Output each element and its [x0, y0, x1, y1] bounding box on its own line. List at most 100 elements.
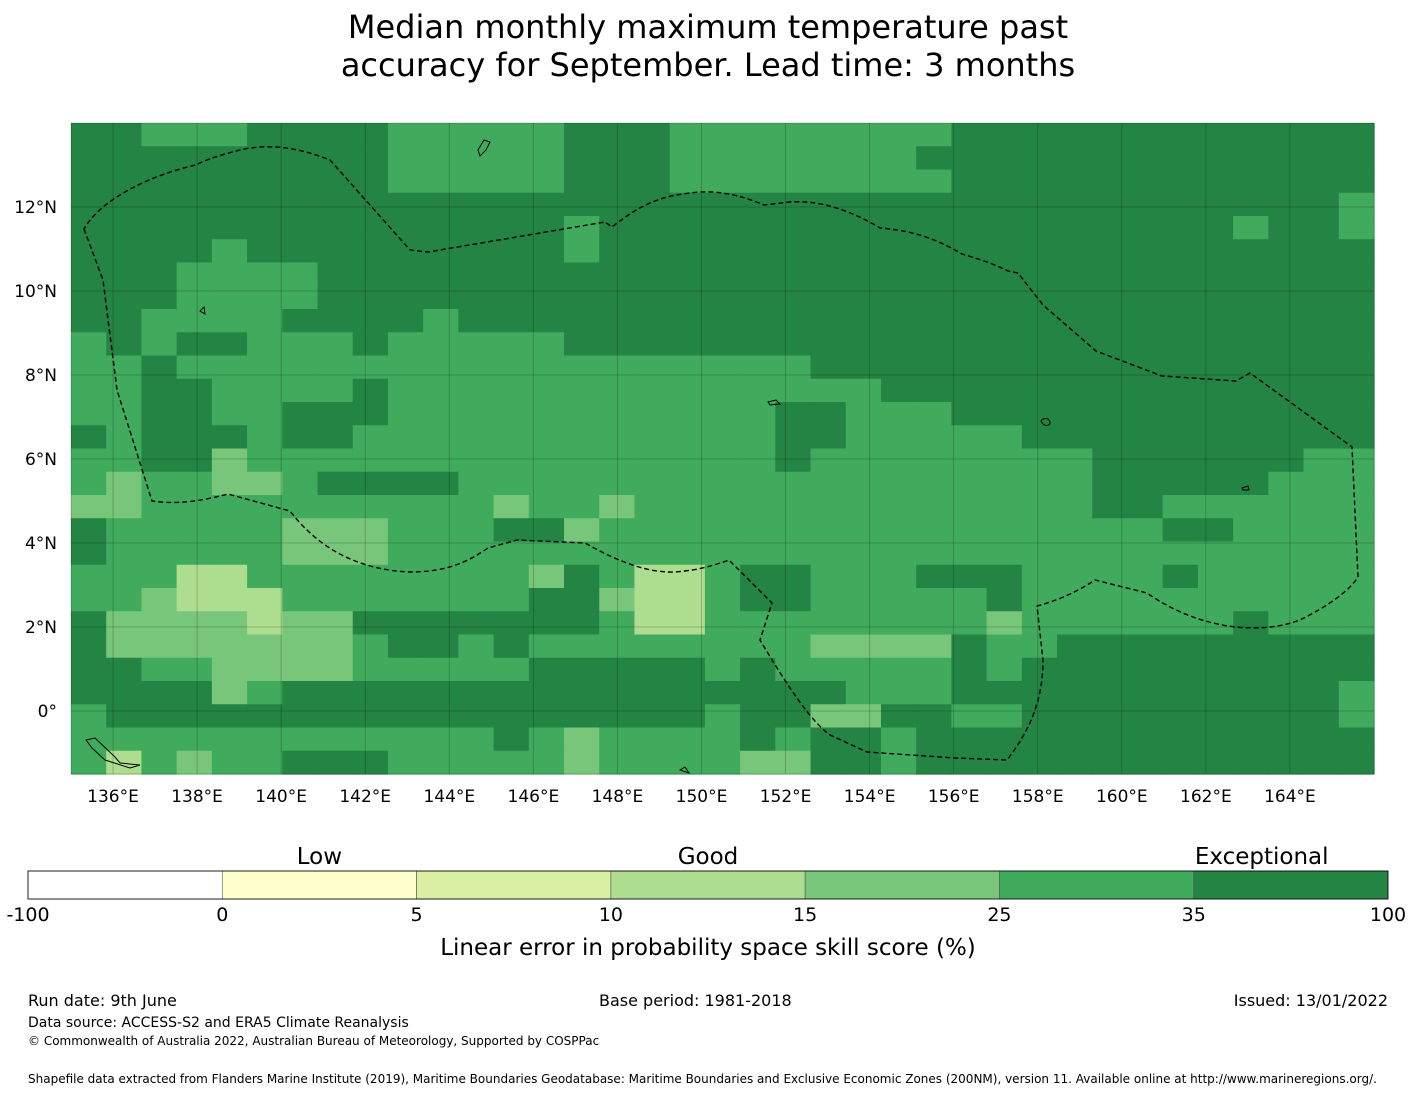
skill-cell: [458, 355, 495, 380]
skill-cell: [775, 123, 812, 147]
skill-cell: [247, 332, 283, 357]
skill-cell: [1303, 425, 1340, 450]
skill-cell: [634, 239, 671, 264]
skill-cell: [810, 355, 847, 380]
colorbar-label: Linear error in probability space skill …: [440, 935, 976, 961]
skill-cell: [282, 378, 319, 403]
skill-cell: [1057, 285, 1093, 310]
skill-cell: [845, 332, 882, 357]
skill-cell: [1021, 727, 1058, 752]
skill-cell: [106, 518, 143, 543]
skill-cell: [493, 541, 530, 566]
map-title-line-2: accuracy for September. Lead time: 3 mon…: [340, 46, 1076, 84]
skill-cell: [282, 471, 319, 496]
skill-cell: [423, 425, 459, 450]
skill-cell: [317, 448, 354, 473]
skill-cell: [986, 448, 1023, 473]
skill-cell: [916, 727, 953, 752]
skill-cell: [528, 634, 565, 659]
skill-cell: [810, 727, 847, 752]
skill-cell: [810, 471, 847, 496]
skill-cell: [106, 169, 143, 194]
skill-cell: [1338, 448, 1375, 473]
skill-cell: [387, 425, 424, 450]
skill-cell: [986, 518, 1023, 543]
skill-cell: [704, 471, 741, 496]
skill-cell: [1021, 541, 1058, 566]
skill-cell: [775, 657, 812, 682]
skill-cell: [564, 123, 600, 147]
skill-cell: [493, 425, 530, 450]
skill-cell: [1338, 239, 1375, 264]
skill-cell: [740, 146, 776, 171]
skill-cell: [247, 239, 283, 264]
skill-cell: [317, 355, 354, 380]
skill-cell: [387, 588, 424, 612]
skill-cell: [1197, 518, 1234, 543]
skill-cell: [740, 239, 776, 264]
skill-cell: [775, 402, 812, 426]
skill-cell: [1197, 471, 1234, 496]
skill-cell: [1127, 471, 1164, 496]
skill-cell: [634, 309, 671, 333]
colorbar-category-label: Good: [678, 844, 739, 870]
skill-cell: [951, 518, 988, 543]
skill-cell: [775, 727, 812, 752]
skill-cell: [564, 518, 600, 543]
skill-cell: [106, 634, 143, 659]
skill-cell: [1057, 239, 1093, 264]
skill-cell: [1162, 309, 1199, 333]
skill-cell: [1021, 239, 1058, 264]
skill-cell: [1057, 378, 1093, 403]
skill-cell: [845, 239, 882, 264]
skill-cell: [458, 239, 495, 264]
skill-cell: [704, 518, 741, 543]
skill-cell: [669, 518, 706, 543]
skill-cell: [176, 657, 213, 682]
skill-cell: [599, 541, 636, 566]
skill-cell: [845, 169, 882, 194]
skill-cell: [247, 425, 283, 450]
skill-cell: [352, 402, 389, 426]
kosrae-island: [1241, 485, 1250, 491]
skill-cell: [493, 378, 530, 403]
skill-cell: [1057, 704, 1093, 729]
skill-cell: [775, 425, 812, 450]
skill-cell: [1021, 471, 1058, 496]
skill-cell: [775, 448, 812, 473]
skill-cell: [1303, 704, 1340, 729]
skill-cell: [423, 169, 459, 194]
skill-cell: [669, 611, 706, 636]
skill-cell: [493, 448, 530, 473]
skill-cell: [634, 169, 671, 194]
skill-cell: [1092, 192, 1129, 217]
skill-cell: [1338, 495, 1375, 519]
skill-cell: [669, 541, 706, 566]
skill-cell: [528, 704, 565, 729]
skill-cell: [247, 750, 283, 775]
skill-cell: [1127, 355, 1164, 380]
skill-cell: [458, 402, 495, 426]
skill-cell: [1162, 750, 1199, 775]
skill-cell: [1197, 425, 1234, 450]
colorbar-tick-label: 5: [411, 904, 423, 926]
skill-cell: [1092, 239, 1129, 264]
skill-cell: [493, 262, 530, 287]
skill-cell: [669, 448, 706, 473]
skill-cell: [986, 541, 1023, 566]
skill-cell: [599, 564, 636, 589]
skill-cell: [669, 332, 706, 357]
skill-cell: [1127, 169, 1164, 194]
skill-cell: [1162, 471, 1199, 496]
skill-cell: [528, 681, 565, 705]
skill-cell: [916, 402, 953, 426]
skill-cell: [387, 541, 424, 566]
skill-cell: [247, 216, 283, 240]
skill-cell: [669, 588, 706, 612]
skill-cell: [740, 564, 776, 589]
skill-cell: [1092, 681, 1129, 705]
skill-cell: [916, 495, 953, 519]
skill-cell: [387, 123, 424, 147]
skill-cell: [1233, 425, 1269, 450]
skill-cell: [211, 727, 248, 752]
